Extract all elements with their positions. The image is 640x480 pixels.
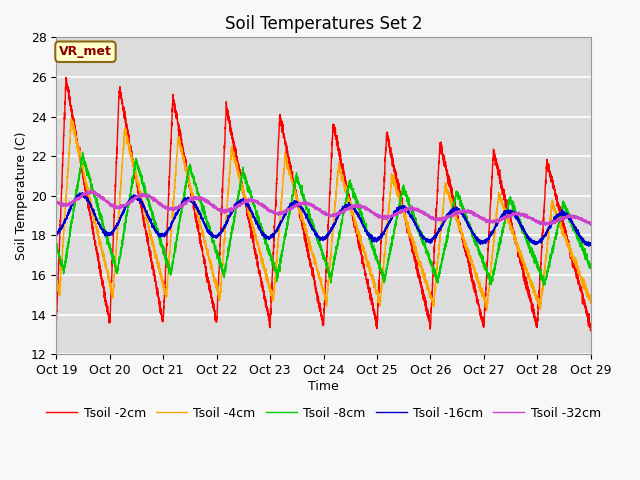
Tsoil -16cm [71,196,79,202]
Tsoil -8cm [460,205,468,211]
Tsoil -8cm [540,282,547,288]
Tsoil -2cm [378,216,386,221]
Tsoil -4cm [52,277,60,283]
Title: Soil Temperatures Set 2: Soil Temperatures Set 2 [225,15,422,33]
Tsoil -2cm [304,248,312,254]
Tsoil -2cm [364,285,372,291]
Tsoil -32cm [71,198,79,204]
Tsoil -16cm [364,231,372,237]
Line: Tsoil -4cm: Tsoil -4cm [56,119,591,310]
Tsoil -4cm [587,296,595,302]
Line: Tsoil -32cm: Tsoil -32cm [56,189,591,225]
Tsoil -16cm [585,243,593,249]
Tsoil -32cm [258,200,266,206]
Tsoil -16cm [304,216,312,222]
Tsoil -4cm [71,128,79,133]
Y-axis label: Soil Temperature (C): Soil Temperature (C) [15,132,28,260]
Tsoil -16cm [378,232,386,238]
Tsoil -4cm [378,276,386,281]
Tsoil -2cm [460,243,468,249]
Tsoil -8cm [587,261,595,267]
Tsoil -2cm [52,318,60,324]
Tsoil -32cm [52,198,60,204]
Text: VR_met: VR_met [59,45,112,58]
Tsoil -8cm [378,273,386,279]
Tsoil -4cm [304,235,312,241]
Line: Tsoil -8cm: Tsoil -8cm [56,152,591,285]
Line: Tsoil -16cm: Tsoil -16cm [56,193,591,246]
Tsoil -32cm [364,206,372,212]
Tsoil -16cm [52,230,60,236]
Tsoil -8cm [364,231,372,237]
Tsoil -2cm [258,283,266,289]
Tsoil -2cm [71,128,79,134]
Tsoil -2cm [587,328,595,334]
Tsoil -4cm [258,255,266,261]
Tsoil -32cm [304,201,312,206]
Tsoil -4cm [364,260,372,266]
Tsoil -16cm [258,230,266,236]
Tsoil -8cm [52,244,60,250]
Tsoil -4cm [67,116,75,121]
Tsoil -8cm [79,149,86,155]
Tsoil -32cm [587,219,595,225]
Tsoil -8cm [304,206,312,212]
Tsoil -32cm [86,186,94,192]
Line: Tsoil -2cm: Tsoil -2cm [56,77,591,331]
Tsoil -16cm [79,190,86,196]
X-axis label: Time: Time [308,380,339,393]
Tsoil -32cm [378,214,386,220]
Tsoil -2cm [587,322,595,327]
Tsoil -32cm [460,208,468,214]
Tsoil -32cm [541,222,549,228]
Tsoil -16cm [587,240,595,246]
Tsoil -8cm [258,228,266,233]
Tsoil -2cm [62,74,70,80]
Tsoil -16cm [460,215,468,221]
Tsoil -4cm [460,238,468,243]
Tsoil -4cm [483,307,490,313]
Legend: Tsoil -2cm, Tsoil -4cm, Tsoil -8cm, Tsoil -16cm, Tsoil -32cm: Tsoil -2cm, Tsoil -4cm, Tsoil -8cm, Tsoi… [41,402,606,424]
Tsoil -8cm [71,200,79,206]
